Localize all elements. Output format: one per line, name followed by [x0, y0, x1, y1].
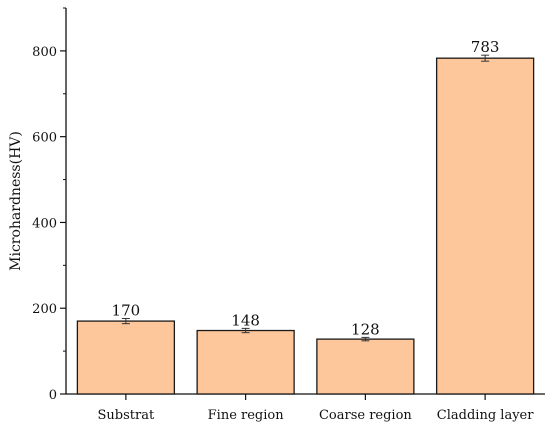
data-label: 128 — [351, 320, 380, 338]
x-tick-label: Coarse region — [319, 408, 412, 423]
bar — [196, 329, 295, 395]
y-tick-label: 0 — [49, 388, 57, 403]
bar — [435, 57, 535, 395]
x-tick-label: Substrat — [98, 408, 155, 423]
bar — [316, 338, 415, 395]
bar — [76, 320, 176, 395]
category-labels: Substrat Fine region Coarse region Cladding… — [98, 394, 534, 423]
data-labels: 170 148 128 783 — [112, 38, 500, 338]
y-axis-title: Microhardness(HV) — [8, 131, 24, 271]
bars — [76, 57, 535, 395]
y-tick-label: 400 — [32, 216, 57, 231]
x-tick-label: Fine region — [208, 408, 285, 423]
y-tick-label: 800 — [32, 45, 57, 60]
data-label: 148 — [231, 311, 260, 329]
data-label: 170 — [112, 302, 141, 320]
y-tick-label: 600 — [32, 131, 57, 146]
data-label: 783 — [471, 38, 500, 56]
y-ticks: 0 200 400 600 800 — [32, 7, 66, 403]
x-tick-label: Cladding layer — [437, 408, 534, 423]
y-tick-label: 200 — [32, 302, 57, 317]
error-bars — [121, 54, 490, 342]
